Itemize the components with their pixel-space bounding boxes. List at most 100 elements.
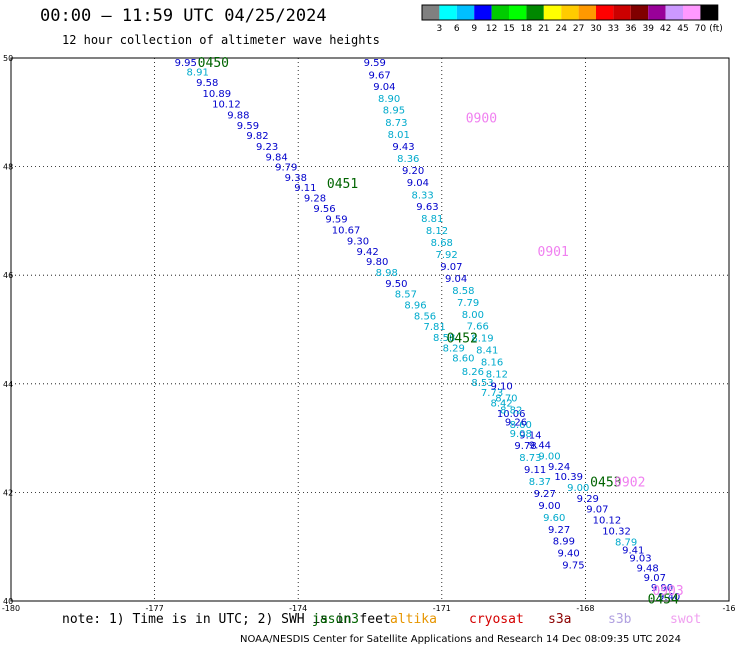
wave-height-point: 9.82: [246, 131, 268, 142]
plot-frame: [10, 57, 730, 602]
wave-height-point: 9.59: [364, 58, 386, 69]
wave-height-point: 8.68: [431, 238, 453, 249]
y-tick-label: 44: [3, 380, 13, 389]
wave-height-point: 9.00: [538, 501, 560, 512]
x-tick-label: -171: [433, 604, 451, 613]
wave-height-point: 8.26: [462, 367, 484, 378]
pass-time-label: 0903: [652, 584, 683, 599]
mission-swot: swot: [670, 612, 702, 627]
wave-height-point: 9.28: [304, 194, 326, 205]
wave-height-point: 8.98: [376, 268, 398, 279]
colorbar-swatch: [613, 5, 631, 20]
wave-height-point: 10.67: [332, 226, 361, 237]
wave-height-point: 7.66: [467, 322, 489, 333]
colorbar-label: 39: [642, 24, 654, 34]
wave-height-point: 8.42: [491, 398, 513, 409]
wave-height-point: 8.60: [510, 420, 532, 431]
pass-time-label: 0453: [590, 476, 621, 491]
wave-height-point: 8.58: [452, 286, 474, 297]
wave-height-point: 7.73: [481, 388, 503, 399]
wave-height-point: 8.58: [433, 333, 455, 344]
wave-height-point: 10.12: [593, 516, 622, 527]
axis-ticks: -180 -177 -174 -171 -168 -16 40 42 44 46 48 50: [2, 54, 736, 613]
plot-border: [10, 57, 730, 602]
mission-s3a: s3a: [548, 612, 572, 627]
wave-height-point: 9.75: [562, 561, 584, 572]
wave-height-point: 8.37: [529, 477, 551, 488]
wave-height-point: 9.95: [175, 58, 197, 69]
colorbar-label: 15: [503, 24, 514, 34]
wave-height-point: 9.07: [644, 573, 666, 584]
wave-height-point: 10.12: [212, 100, 241, 111]
wave-height-point: 9.56: [313, 204, 335, 215]
wave-height-point: 8.79: [615, 537, 637, 548]
x-tick-label: -177: [146, 604, 164, 613]
wave-height-point: 8.12: [486, 369, 508, 380]
wave-height-point: 8.95: [383, 106, 405, 117]
colorbar-label: 24: [555, 24, 567, 34]
colorbar-swatch: [665, 5, 683, 20]
wave-height-point: 9.44: [529, 441, 551, 452]
wave-height-point: 8.41: [476, 346, 498, 357]
mission-s3b: s3b: [608, 612, 632, 627]
colorbar-label: 6: [454, 24, 460, 34]
colorbar-swatch: [683, 5, 701, 20]
wave-height-point: 9.03: [629, 554, 651, 565]
x-tick-label: -168: [576, 604, 594, 613]
pass-time-label: 0902: [614, 476, 645, 491]
colorbar-border: [421, 4, 719, 21]
colorbar-swatch: [700, 5, 718, 20]
colorbar-label: 33: [608, 24, 619, 34]
wave-height-point: 9.59: [325, 215, 347, 226]
colorbar-label: 42: [660, 24, 671, 34]
colorbar-swatch: [596, 5, 614, 20]
wave-height-point: 9.67: [368, 70, 390, 81]
wave-height-point: 8.12: [426, 226, 448, 237]
wave-height-point: 10.39: [554, 472, 583, 483]
wave-height-point: 8.73: [519, 453, 541, 464]
wave-height-point: 8.73: [385, 118, 407, 129]
wave-height-point: 9.80: [366, 257, 388, 268]
wave-height-point: 8.29: [443, 343, 465, 354]
wave-height-point: 9.07: [440, 262, 462, 273]
wave-height-point: 9.60: [543, 513, 565, 524]
wave-height-point: 9.48: [636, 563, 658, 574]
wave-height-point: 9.27: [534, 489, 556, 500]
chart-subtitle: 12 hour collection of altimeter wave hei…: [62, 33, 380, 47]
wave-height-point: 9.63: [416, 202, 438, 213]
colorbar-label: 27: [573, 24, 584, 34]
wave-height-point: 9.40: [558, 549, 580, 560]
wave-height-point: 9.08: [510, 429, 532, 440]
wave-height-point: 9.42: [356, 247, 378, 258]
wave-height-point: 9.11: [524, 465, 546, 476]
wave-height-point: 9.84: [266, 152, 288, 163]
grid-lines: [11, 58, 729, 601]
wave-height-point: 9.23: [256, 142, 278, 153]
wave-height-point: 9.79: [275, 163, 297, 174]
wave-height-point: 9.07: [586, 505, 608, 516]
pass-time-label: 0450: [198, 56, 229, 71]
wave-height-point: 9.90: [651, 583, 673, 594]
y-tick-label: 48: [3, 163, 13, 172]
pass-time-label: 0452: [447, 332, 478, 347]
wave-height-point: 8.33: [412, 190, 434, 201]
wave-height-point: 9.88: [227, 110, 249, 121]
wave-height-point: 8.01: [388, 130, 410, 141]
colorbar-label: 9: [471, 24, 477, 34]
wave-height-point: 9.00: [567, 483, 589, 494]
wave-height-point: 10.89: [203, 89, 232, 100]
wave-height-point: 8.57: [395, 290, 417, 301]
colorbar-swatch: [422, 5, 440, 20]
colorbar-swatch: [648, 5, 666, 20]
pass-time-label: 0451: [327, 177, 358, 192]
wave-height-point: 7.92: [435, 250, 457, 261]
wave-height-point: 8.16: [481, 358, 503, 369]
colorbar-swatch: [456, 5, 475, 20]
wave-height-labels: 9.958.919.5810.8910.129.889.599.829.239.…: [175, 58, 681, 603]
colorbar-label: 30: [590, 24, 602, 34]
wave-height-point: 9.78: [514, 441, 536, 452]
pass-time-labels: 0450 0451 0452 0453 0454 0900 0901 0902 0903: [198, 56, 684, 607]
wave-height-point: 8.99: [553, 537, 575, 548]
wave-height-point: 9.04: [407, 178, 429, 189]
